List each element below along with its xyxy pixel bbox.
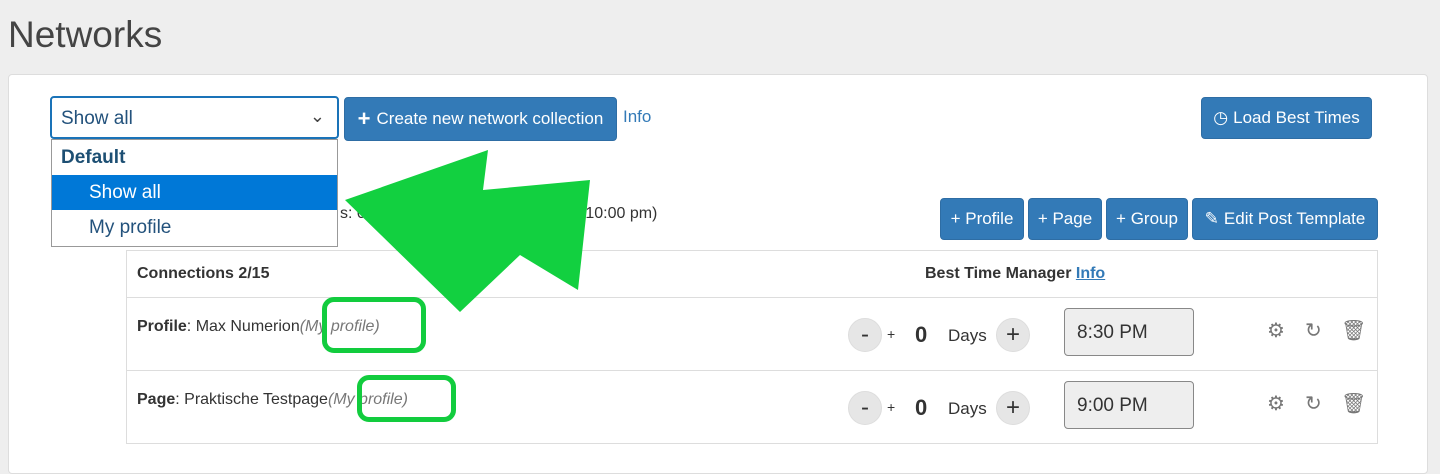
- row-tag: (My profile): [299, 318, 380, 335]
- add-profile-button[interactable]: + Profile: [940, 198, 1024, 240]
- trash-icon[interactable]: 🗑: [1341, 320, 1367, 342]
- load-label: Load Best Times: [1233, 108, 1360, 127]
- time-input[interactable]: 9:00 PM: [1064, 381, 1194, 429]
- green-arrow-icon: [345, 150, 590, 312]
- connections-table: Connections 2/15 Best Time Manager Info …: [126, 250, 1378, 444]
- trash-icon[interactable]: 🗑: [1341, 393, 1367, 415]
- clock-icon: ◷: [1213, 108, 1229, 127]
- decrement-days-button[interactable]: -: [848, 391, 882, 425]
- decrement-days-button[interactable]: -: [848, 318, 882, 352]
- plus-sign: +: [887, 326, 896, 342]
- connections-header: Connections 2/15: [137, 265, 270, 282]
- row-type: Page: [137, 391, 176, 408]
- plus-sign: +: [887, 399, 896, 415]
- edit-post-template-button[interactable]: ✎ Edit Post Template: [1192, 198, 1378, 240]
- gear-icon[interactable]: ⚙: [1267, 393, 1285, 415]
- row-name: : Max Numerion: [186, 318, 300, 335]
- highlight-box: [322, 297, 426, 353]
- page-title: Networks: [8, 14, 163, 55]
- table-row: Profile: Max Numerion(My profile) - + 0 …: [127, 297, 1377, 370]
- days-value: 0: [915, 322, 928, 347]
- add-page-button[interactable]: + Page: [1028, 198, 1102, 240]
- select-value: Show all: [61, 108, 133, 129]
- table-row: Page: Praktische Testpage(My profile) - …: [127, 370, 1377, 444]
- gear-icon[interactable]: ⚙: [1267, 320, 1285, 342]
- info-link[interactable]: Info: [623, 107, 652, 126]
- refresh-icon[interactable]: ↻: [1305, 393, 1322, 415]
- dropdown-option-show-all[interactable]: Show all: [52, 175, 337, 210]
- create-label: Create new network collection: [376, 109, 604, 128]
- partial-text-right: -10:00 pm): [580, 205, 658, 222]
- row-tag: (My profile): [327, 391, 408, 408]
- days-label: Days: [948, 399, 987, 418]
- edit-label: Edit Post Template: [1223, 209, 1366, 228]
- row-type: Profile: [137, 318, 187, 335]
- best-time-info-link[interactable]: Info: [1075, 265, 1106, 282]
- dropdown-group-label: Default: [61, 147, 126, 168]
- dropdown-menu: Default Show all My profile: [51, 139, 338, 247]
- days-value: 0: [915, 395, 928, 420]
- time-input[interactable]: 8:30 PM: [1064, 308, 1194, 356]
- days-label: Days: [948, 326, 987, 345]
- increment-days-button[interactable]: +: [996, 318, 1030, 352]
- collection-select[interactable]: Show all ⌄: [50, 96, 339, 139]
- best-time-header: Best Time Manager: [925, 265, 1072, 282]
- chevron-down-icon: ⌄: [309, 106, 325, 126]
- highlight-box: [357, 375, 456, 422]
- dropdown-option-my-profile[interactable]: My profile: [89, 217, 172, 238]
- load-best-times-button[interactable]: ◷ Load Best Times: [1201, 97, 1372, 139]
- create-collection-button[interactable]: + Create new network collection: [344, 97, 617, 141]
- pencil-icon: ✎: [1204, 209, 1219, 228]
- increment-days-button[interactable]: +: [996, 391, 1030, 425]
- add-group-button[interactable]: + Group: [1106, 198, 1188, 240]
- plus-icon: +: [357, 106, 371, 131]
- row-name: : Praktische Testpage: [175, 391, 328, 408]
- refresh-icon[interactable]: ↻: [1305, 320, 1322, 342]
